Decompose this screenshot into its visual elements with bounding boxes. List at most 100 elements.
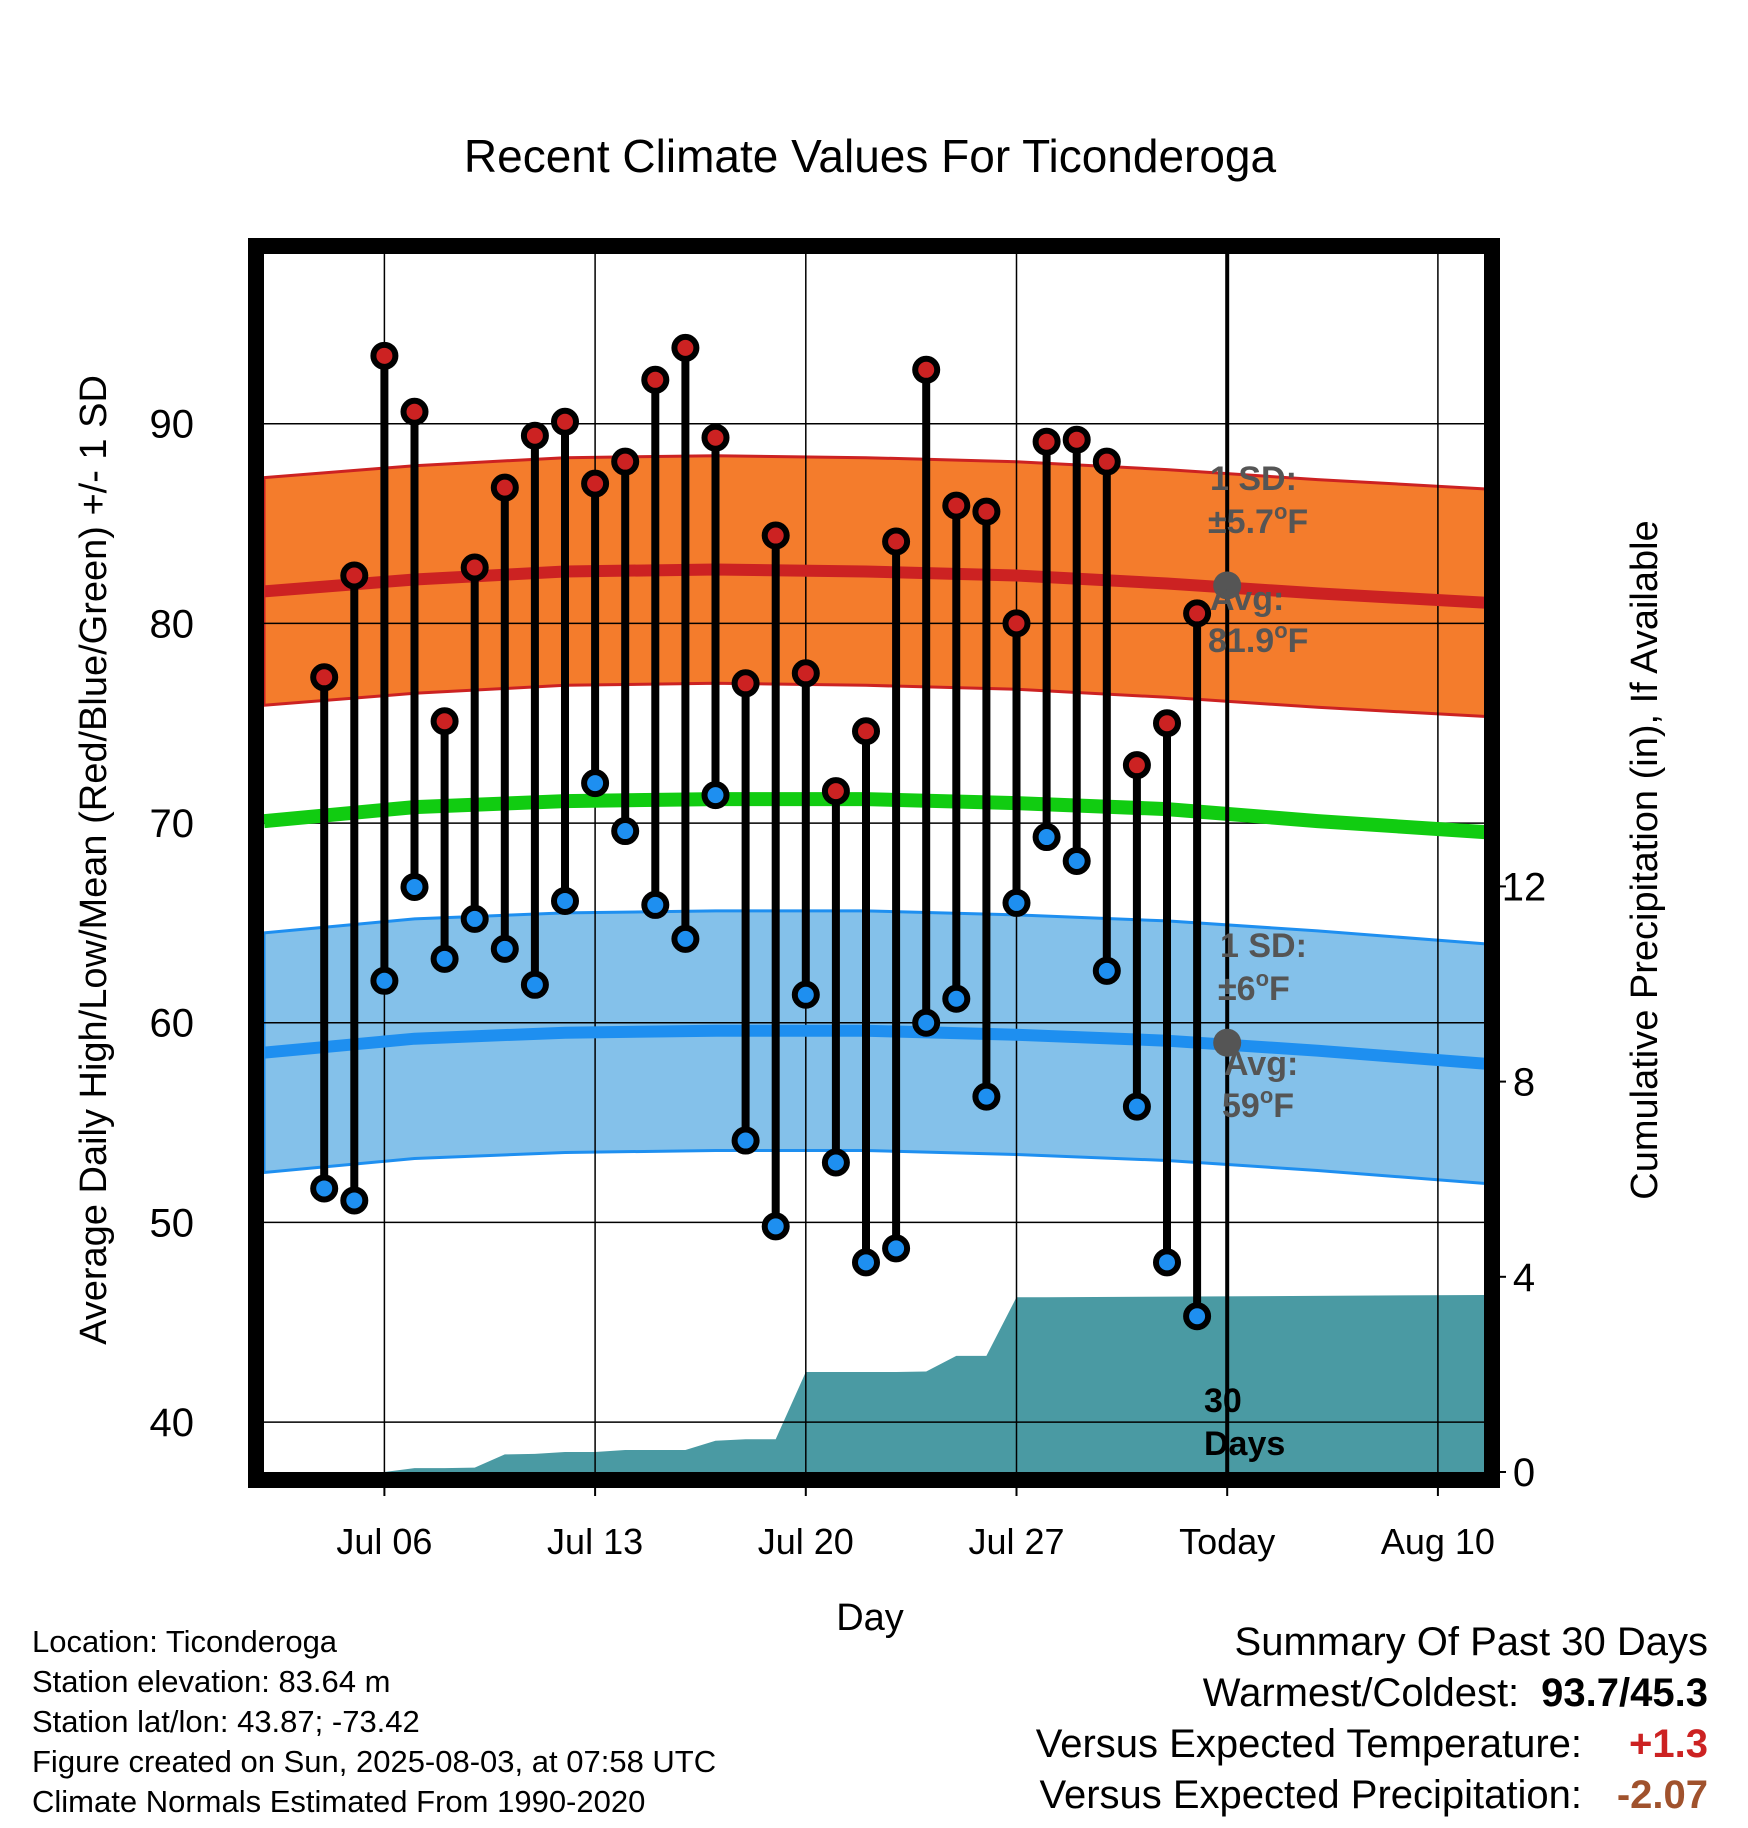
daily-high-point: [701, 423, 730, 452]
low-avg-label: Avg:: [1224, 1045, 1298, 1083]
y-tick-label: 80: [150, 602, 195, 646]
y2-axis-label: Cumulative Precipitation (in), If Availa…: [1624, 520, 1666, 1199]
daily-high-point: [1062, 425, 1091, 454]
daily-high-point: [1092, 447, 1121, 476]
warm-cold-label: Warmest/Coldest:: [1202, 1671, 1520, 1715]
daily-low-point: [551, 886, 579, 915]
y-tick-label: 70: [150, 802, 195, 846]
daily-low-point: [611, 817, 640, 846]
daily-low-point: [370, 966, 399, 995]
x-axis-label: Day: [836, 1597, 904, 1639]
daily-low-point: [912, 1008, 941, 1037]
daily-low-point: [1153, 1248, 1181, 1277]
daily-high-point: [1153, 709, 1181, 738]
daily-low-point: [581, 769, 610, 798]
daily-low-point: [731, 1126, 760, 1155]
daily-high-point: [852, 717, 880, 746]
window-label-unit: Days: [1204, 1425, 1285, 1463]
daily-low-point: [791, 980, 820, 1009]
warm-cold-row: Warmest/Coldest: 93.7/45.3: [1036, 1668, 1708, 1719]
daily-low-point: [761, 1212, 790, 1241]
daily-low-point: [340, 1186, 369, 1215]
elevation-text: Station elevation: 83.64 m: [32, 1664, 391, 1699]
temp-anomaly-label: Versus Expected Temperature:: [1035, 1722, 1582, 1766]
daily-low-point: [430, 944, 459, 973]
daily-low-point: [310, 1174, 339, 1203]
window-label-number: 30: [1204, 1382, 1242, 1420]
high-sd-label: 1 SD:: [1210, 460, 1297, 498]
low-avg-value: 59oF: [1222, 1083, 1294, 1125]
daily-high-point: [761, 521, 790, 550]
daily-low-point: [671, 924, 700, 953]
precip-anomaly-value: -2.07: [1616, 1773, 1708, 1817]
low-sd-value: ±6oF: [1218, 966, 1290, 1008]
daily-high-point: [400, 397, 429, 426]
warm-cold-value: 93.7/45.3: [1541, 1671, 1708, 1715]
y-tick-label: 40: [150, 1401, 195, 1445]
station-info: Location: Ticonderoga Station elevation:…: [32, 1622, 716, 1822]
chart-title: Recent Climate Values For Ticonderoga: [464, 130, 1277, 182]
precip-anomaly-label: Versus Expected Precipitation:: [1039, 1773, 1582, 1817]
daily-high-point: [310, 663, 339, 692]
daily-low-point: [701, 781, 730, 810]
temp-anomaly-value: +1.3: [1629, 1722, 1708, 1766]
high-sd-band: [264, 454, 1484, 718]
daily-high-point: [942, 491, 971, 520]
daily-low-point: [400, 872, 429, 901]
y-tick-label: 90: [150, 403, 195, 447]
daily-high-point: [460, 553, 489, 582]
daily-high-point: [1183, 599, 1212, 628]
daily-low-point: [1002, 888, 1031, 917]
daily-high-point: [520, 421, 549, 450]
x-tick-label: Jul 13: [547, 1521, 643, 1562]
daily-high-point: [1002, 609, 1031, 638]
daily-low-point: [1183, 1302, 1212, 1331]
daily-low-point: [852, 1248, 880, 1277]
daily-low-point: [942, 984, 971, 1013]
precip-anomaly-row: Versus Expected Precipitation: -2.07: [1036, 1770, 1708, 1821]
daily-high-point: [611, 447, 640, 476]
daily-high-point: [490, 473, 519, 502]
today-high-avg-marker: [1213, 571, 1242, 600]
y2-tick-label: 12: [1502, 865, 1547, 909]
temp-anomaly-row: Versus Expected Temperature: +1.3: [1036, 1719, 1708, 1770]
high-sd-value: ±5.7oF: [1208, 499, 1308, 541]
plot-inner: [264, 254, 1484, 1472]
x-tick-label: Jul 20: [758, 1521, 854, 1562]
daily-low-point: [972, 1082, 1001, 1111]
daily-low-point: [520, 970, 549, 999]
daily-high-point: [791, 659, 820, 688]
location-text: Location: Ticonderoga: [32, 1624, 338, 1659]
daily-high-point: [972, 497, 1001, 526]
daily-low-point: [1032, 823, 1061, 852]
y-axis-label: Average Daily High/Low/Mean (Red/Blue/Gr…: [73, 375, 115, 1345]
daily-high-point: [430, 707, 459, 736]
low-sd-band: [264, 909, 1484, 1185]
x-tick-label: Today: [1179, 1521, 1275, 1562]
daily-low-point: [882, 1234, 911, 1263]
summary-panel: Summary Of Past 30 Days Warmest/Coldest:…: [1036, 1617, 1708, 1821]
x-tick-label: Jul 06: [336, 1521, 432, 1562]
cumulative-precipitation-area: [264, 1294, 1484, 1472]
daily-high-point: [882, 527, 911, 556]
y-tick-label: 50: [150, 1201, 195, 1245]
daily-low-point: [641, 890, 670, 919]
daily-high-point: [731, 669, 760, 698]
latlon-text: Station lat/lon: 43.87; -73.42: [32, 1704, 420, 1739]
summary-title: Summary Of Past 30 Days: [1234, 1620, 1708, 1664]
y-tick-label: 60: [150, 1002, 195, 1046]
mean-normal-line: [264, 792, 1484, 840]
daily-high-point: [671, 333, 700, 362]
daily-high-point: [821, 777, 850, 806]
daily-high-point: [581, 469, 610, 498]
x-tick-label: Jul 27: [968, 1521, 1064, 1562]
daily-low-point: [460, 904, 489, 933]
normals-period-text: Climate Normals Estimated From 1990-2020: [32, 1784, 646, 1819]
daily-low-point: [821, 1148, 850, 1177]
high-avg-value: 81.9oF: [1208, 618, 1308, 660]
created-text: Figure created on Sun, 2025-08-03, at 07…: [32, 1744, 717, 1779]
daily-high-point: [1122, 751, 1151, 780]
y2-tick-label: 8: [1513, 1061, 1535, 1105]
